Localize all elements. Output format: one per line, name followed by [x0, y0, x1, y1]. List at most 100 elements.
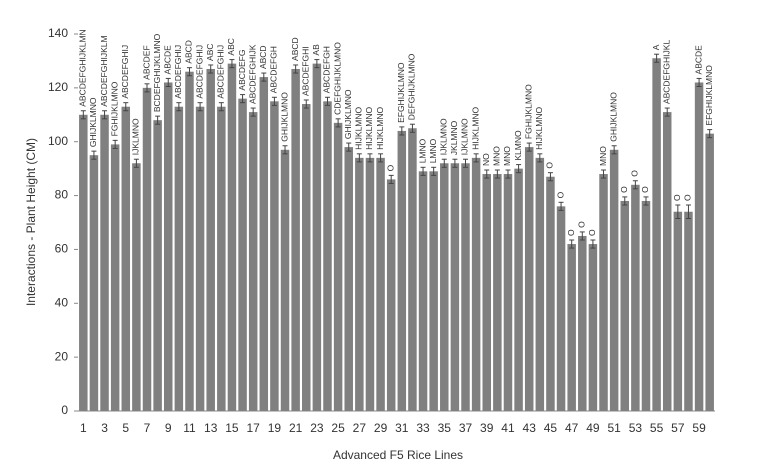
bar: [578, 235, 587, 411]
bar: [652, 58, 661, 411]
bar: [418, 171, 428, 411]
value-label: ABCDE: [162, 45, 172, 75]
bar: [270, 101, 279, 412]
x-tick-label: 43: [523, 421, 537, 435]
bar: [355, 157, 364, 411]
x-tick-label: 5: [122, 421, 129, 435]
bar: [535, 157, 545, 411]
x-tick-label: 9: [165, 421, 172, 435]
bar: [567, 244, 576, 411]
x-tick-label: 47: [565, 421, 579, 435]
x-tick-label: 29: [374, 421, 388, 435]
value-label: ABCDEFGHIJ: [194, 45, 204, 99]
bar: [323, 101, 332, 412]
value-label: O: [683, 194, 693, 201]
value-label: ABCDEF: [141, 45, 151, 79]
value-label: FGHIJKLMNO: [523, 84, 533, 139]
bar: [153, 120, 162, 412]
bar: [132, 163, 141, 411]
x-axis-title: Advanced F5 Rice Lines: [333, 448, 463, 462]
value-label: DEFGHIJKLMNO: [407, 53, 417, 120]
y-axis-title: Interactions - Plant Height (CM): [24, 138, 38, 306]
bar: [227, 63, 237, 411]
x-tick-label: 55: [650, 421, 664, 435]
value-label: EFGHIJKLMNO: [396, 62, 406, 123]
bar: [524, 147, 534, 411]
value-label: MNO: [598, 146, 608, 166]
y-tick-label: 80: [55, 188, 69, 202]
bar: [185, 71, 194, 411]
y-tick-label: 60: [55, 242, 69, 256]
value-label: ABCDE: [693, 45, 703, 75]
value-label: FGHIJKLMNO: [109, 81, 119, 136]
x-tick-label: 35: [438, 421, 452, 435]
value-label: ABCDEFGHIJ: [120, 45, 130, 99]
y-tick-label: 0: [61, 403, 68, 417]
value-label: AB: [311, 44, 321, 56]
value-label: MNO: [492, 146, 502, 166]
y-tick-label: 40: [55, 295, 69, 309]
bar: [110, 144, 120, 411]
value-label: IJKLMNO: [460, 118, 470, 155]
value-label: NO: [481, 153, 491, 166]
value-label: ABCDEFGHIJKLM: [99, 35, 109, 106]
value-label: BCDEFGHIJKLMNO: [152, 33, 162, 112]
bar: [450, 163, 460, 411]
value-label: O: [566, 229, 576, 236]
value-label: IJKLMNO: [439, 118, 449, 155]
bar: [705, 133, 714, 411]
bar: [514, 168, 523, 411]
bar: [482, 174, 491, 411]
bar: [142, 87, 152, 411]
bar: [546, 176, 555, 411]
y-tick-label: 20: [55, 349, 69, 363]
x-tick-label: 11: [183, 421, 196, 435]
x-tick-label: 41: [501, 421, 515, 435]
bar: [238, 98, 247, 411]
x-tick-label: 17: [246, 421, 260, 435]
value-label: GHIJKLMNO: [608, 92, 618, 142]
x-tick-label: 49: [586, 421, 600, 435]
x-tick-label: 15: [225, 421, 239, 435]
bar: [588, 244, 598, 411]
x-tick-label: 51: [607, 421, 621, 435]
value-label: KLMNO: [513, 130, 523, 161]
bar: [365, 157, 375, 411]
value-label: ABCD: [184, 40, 194, 64]
bar: [312, 63, 322, 411]
bar: [684, 211, 693, 411]
value-label: LMNO: [417, 138, 427, 163]
value-label: O: [630, 170, 640, 177]
value-label: GHIJKLMNO: [343, 89, 353, 139]
bar: [259, 77, 269, 411]
bar: [694, 82, 704, 411]
value-label: O: [555, 191, 565, 198]
bar: [440, 163, 449, 411]
value-label: A: [651, 44, 661, 50]
x-tick-label: 13: [204, 421, 218, 435]
bar: [280, 149, 290, 412]
x-tick-label: 33: [416, 421, 430, 435]
bar: [673, 211, 683, 411]
value-label: ABCDEFGHIJ: [173, 45, 183, 99]
value-label: HIJKLMNO: [470, 106, 480, 149]
bar: [302, 104, 311, 411]
bar: [609, 149, 619, 412]
bar: [493, 174, 502, 411]
x-tick-label: 57: [671, 421, 685, 435]
value-label: JKLMNO: [449, 120, 459, 155]
x-tick-label: 19: [268, 421, 282, 435]
x-tick-label: 37: [459, 421, 473, 435]
value-label: IJKLMNO: [131, 118, 141, 155]
x-tick-label: 27: [353, 421, 367, 435]
bar: [631, 184, 640, 411]
value-label: GHIJKLMNO: [88, 97, 98, 147]
bar: [174, 106, 184, 411]
x-tick-label: 53: [629, 421, 643, 435]
bar: [195, 106, 205, 411]
bar: [620, 200, 630, 411]
x-tick-label: 3: [101, 421, 108, 435]
value-label: O: [545, 162, 555, 169]
bar: [217, 106, 226, 411]
